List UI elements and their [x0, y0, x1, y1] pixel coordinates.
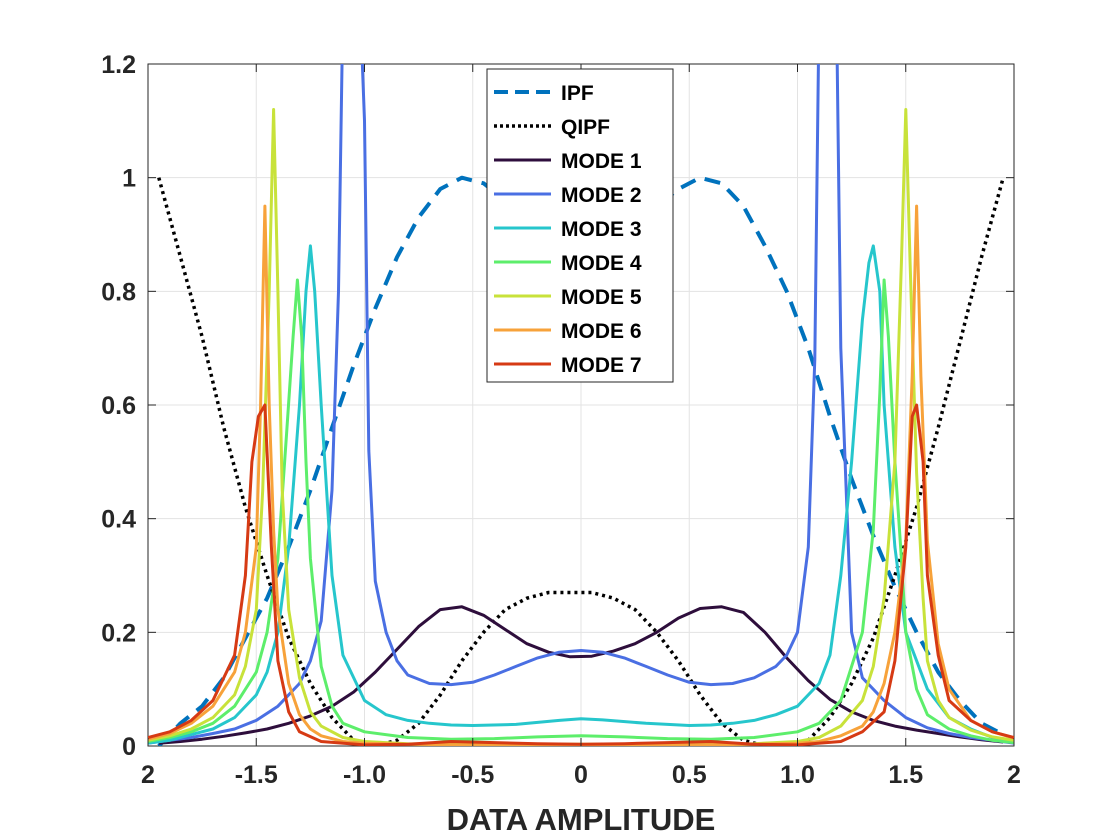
x-tick-label: 0	[574, 761, 588, 789]
x-tick-label: 1.5	[888, 761, 923, 789]
x-tick-label: 0.5	[672, 761, 707, 789]
x-tick-label: 2	[1007, 761, 1021, 789]
legend-label-mode-1: MODE 1	[561, 150, 642, 173]
legend-label-ipf: IPF	[561, 82, 594, 105]
y-tick-label: 0.8	[101, 278, 136, 306]
series-line-mode-3	[148, 244, 1014, 745]
legend-label-mode-3: MODE 3	[561, 218, 642, 241]
legend-label-mode-5: MODE 5	[561, 286, 642, 309]
x-tick-label: -1.5	[235, 761, 278, 789]
y-tick-label: 1.2	[101, 51, 136, 79]
legend-label-mode-7: MODE 7	[561, 354, 642, 377]
y-tick-label: 0.6	[101, 392, 136, 420]
legend-label-mode-2: MODE 2	[561, 184, 642, 207]
y-tick-label: 0.2	[101, 619, 136, 647]
legend-label-qipf: QIPF	[561, 116, 610, 139]
x-tick-label: -0.5	[451, 761, 494, 789]
series-layer	[148, 64, 1014, 746]
ticks: 2 -1.5 -1.0 -0.5 0 0.5 1.0 1.5 200.20.40.60.811.…	[101, 51, 1021, 789]
series-line-mode-4	[148, 278, 1014, 745]
x-tick-label: -1.0	[343, 761, 386, 789]
y-tick-label: 0.4	[101, 506, 136, 534]
x-tick-label: 1.0	[780, 761, 815, 789]
legend-label-mode-6: MODE 6	[561, 320, 642, 343]
series-line-mode-1	[158, 605, 1004, 745]
y-tick-label: 0	[122, 733, 136, 761]
x-tick-label: 2	[141, 761, 155, 789]
legend: IPF QIPF MODE 1 MODE 2 MODE 3 MODE 4 MODE 5 MOD…	[486, 68, 674, 383]
series-line-mode-2	[148, 64, 1014, 745]
x-axis-label: DATA AMPLITUDE	[447, 802, 716, 837]
legend-label-mode-4: MODE 4	[561, 252, 642, 275]
y-tick-label: 1	[122, 165, 136, 193]
